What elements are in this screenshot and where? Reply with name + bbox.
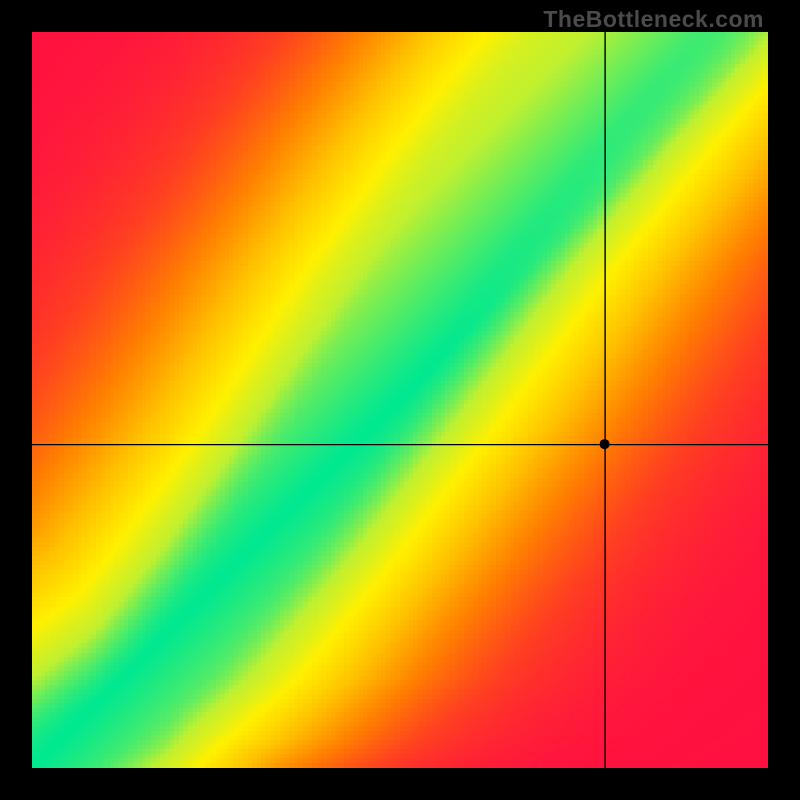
watermark-text: TheBottleneck.com [543, 6, 764, 33]
chart-frame: { "watermark": { "text": "TheBottleneck.… [0, 0, 800, 800]
bottleneck-heatmap [32, 32, 768, 768]
